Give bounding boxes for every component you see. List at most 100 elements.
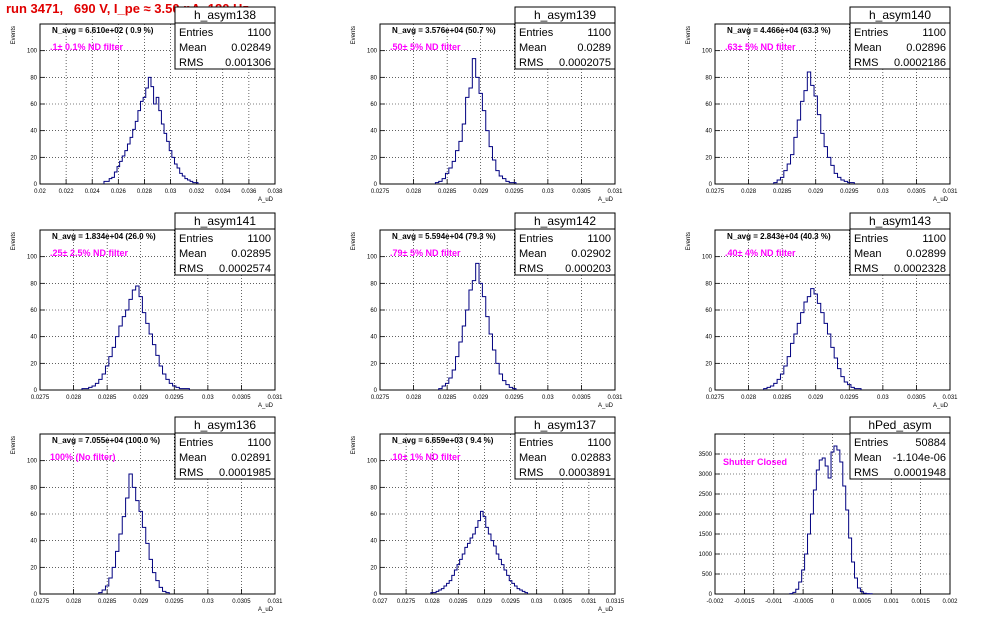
y-tick-label: 0 [709,182,713,188]
stats-mean-value: 0.02899 [906,248,946,260]
histogram-line [81,285,190,390]
x-tick-label: 0.0295 [505,189,524,195]
y-tick-label: 20 [370,565,377,571]
stats-entries-label: Entries [519,437,554,449]
x-tick-label: 0.0285 [98,395,117,401]
stats-box [849,416,951,480]
histogram-panel: 0.0275 0.028 0.0285 0.029 0.0295 0.03 0.0305 0.… [686,212,958,409]
x-tick-label: 0.0285 [773,189,792,195]
stats-mean-label: Mean [519,452,547,464]
stats-rms-value: 0.0001985 [219,467,271,479]
histogram-name: h_asym140 [869,8,931,22]
y-tick-label: 40 [370,335,377,341]
y-tick-label: 60 [370,512,377,518]
histogram-line [430,510,529,594]
y-tick-label: 100 [367,49,378,55]
histogram-panel: 0.027 0.0275 0.028 0.0285 0.029 0.0295 0.03 0.0… [351,416,625,613]
y-tick-label: 40 [705,129,712,135]
y-tick-label: 60 [30,308,37,314]
y-tick-label: 40 [370,129,377,135]
y-tick-label: 0 [374,592,378,598]
x-tick-label: 0.0295 [505,395,524,401]
stats-mean-value: 0.02896 [906,42,946,54]
y-axis-label: Events [351,232,357,250]
x-tick-label: 0.0285 [438,189,457,195]
x-tick-label: 0 [831,599,835,605]
x-tick-label: 0.0275 [31,395,50,401]
stats-entries-label: Entries [519,233,554,245]
stats-box [174,416,276,480]
x-tick-label: 0.022 [59,189,75,195]
stats-rms-label: RMS [854,57,878,69]
y-tick-label: 3500 [699,452,713,458]
y-tick-label: 20 [370,155,377,161]
y-tick-label: 20 [30,565,37,571]
stats-rms-label: RMS [519,467,543,479]
histogram-name: h_asym142 [534,214,596,228]
stats-rms-value: 0.0003891 [559,467,611,479]
stats-mean-value: 0.02902 [571,248,611,260]
stats-entries-value: 1100 [247,27,271,39]
x-tick-label: 0.002 [942,599,958,605]
x-axis-label: A_uD [598,607,614,613]
x-tick-label: 0.028 [66,395,82,401]
x-tick-label: 0.029 [808,189,824,195]
y-tick-label: 60 [30,102,37,108]
stats-box [849,6,951,70]
x-tick-label: 0.0295 [501,599,520,605]
y-tick-label: 2500 [699,492,713,498]
stats-entries-value: 1100 [587,27,611,39]
x-tick-label: 0.031 [607,395,623,401]
stats-rms-value: 0.001306 [225,57,271,69]
x-tick-label: 0.031 [581,599,597,605]
stats-entries-value: 1100 [247,437,271,449]
x-tick-label: 0.028 [137,189,153,195]
stats-entries-label: Entries [854,233,889,245]
x-tick-label: 0.02 [34,189,46,195]
y-tick-label: 80 [370,485,377,491]
stats-box [514,6,616,70]
histogram-name: h_asym143 [869,214,931,228]
histogram-name: h_asym138 [194,8,256,22]
histogram-line [103,76,199,184]
x-tick-label: 0.029 [477,599,493,605]
y-tick-label: 0 [34,592,38,598]
x-tick-label: 0.0275 [706,189,725,195]
y-tick-label: 0 [709,388,713,394]
navg-annotation: N_avg = 6.610e+02 ( 0.9 %) [52,26,154,35]
x-tick-label: 0.028 [406,189,422,195]
x-tick-label: 0.03 [165,189,177,195]
y-tick-label: 80 [370,75,377,81]
y-tick-label: 0 [374,182,378,188]
x-tick-label: 0.029 [808,395,824,401]
x-tick-label: 0.0005 [853,599,872,605]
y-tick-label: 20 [30,155,37,161]
x-tick-label: 0.026 [111,189,127,195]
filter-annotation: .10± 1% ND filter [390,452,461,462]
stats-mean-label: Mean [179,42,207,54]
stats-entries-label: Entries [179,233,214,245]
x-tick-label: -0.002 [706,599,724,605]
navg-annotation: N_avg = 1.834e+04 (26.0 %) [52,232,156,241]
x-tick-label: 0.028 [741,395,757,401]
y-tick-label: 40 [705,335,712,341]
x-tick-label: 0.03 [542,395,554,401]
stats-entries-label: Entries [854,27,889,39]
filter-annotation: .79± 5% ND filter [390,248,461,258]
histogram-line [434,58,517,184]
x-tick-label: 0.001 [884,599,900,605]
x-tick-label: 0.0275 [371,395,390,401]
y-tick-label: 0 [34,388,38,394]
filter-annotation: .63± 5% ND filter [725,42,796,52]
stats-mean-value: 0.02849 [231,42,271,54]
x-tick-label: 0.03 [202,395,214,401]
x-tick-label: 0.028 [741,189,757,195]
histogram-line [98,473,170,594]
y-tick-label: 100 [367,255,378,261]
histogram-line [763,288,862,390]
x-tick-label: 0.03 [202,599,214,605]
y-tick-label: 60 [370,308,377,314]
x-tick-label: 0.029 [133,599,149,605]
x-axis-label: A_uD [933,197,949,203]
